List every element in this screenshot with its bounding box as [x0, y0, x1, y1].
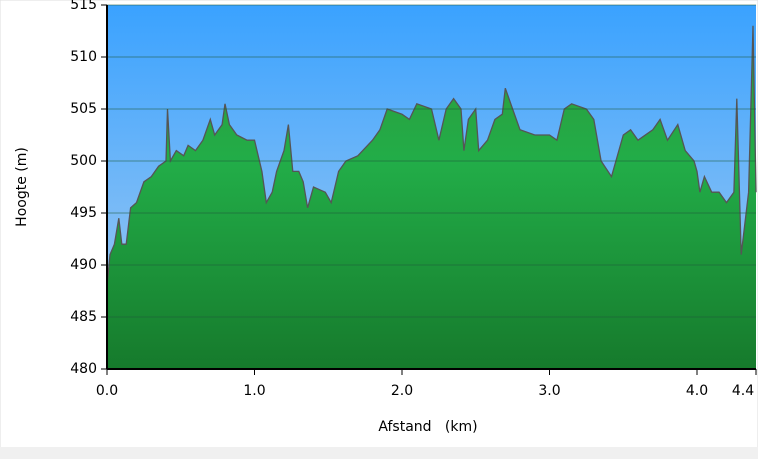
y-tick-label: 495 — [70, 205, 97, 221]
x-axis-title: Afstand (km) — [378, 419, 477, 435]
y-tick-label: 510 — [70, 49, 97, 65]
y-tick-label: 490 — [70, 257, 97, 273]
footer-strip — [0, 447, 758, 459]
y-tick-label: 505 — [70, 101, 97, 117]
x-tick-label: 2.0 — [391, 383, 413, 399]
y-tick-label: 480 — [70, 361, 97, 377]
x-tick-label: 4.4 — [732, 383, 754, 399]
x-tick-label: 0.0 — [96, 383, 118, 399]
x-tick-label: 3.0 — [538, 383, 560, 399]
y-tick-label: 500 — [70, 153, 97, 169]
y-tick-label: 485 — [70, 309, 97, 325]
y-axis-title: Hoogte (m) — [14, 147, 30, 227]
y-tick-label: 515 — [70, 0, 97, 13]
elevation-line — [106, 25, 757, 286]
elevation-area — [107, 25, 756, 370]
x-tick-label: 1.0 — [243, 383, 265, 399]
x-tick-label: 4.0 — [686, 383, 708, 399]
